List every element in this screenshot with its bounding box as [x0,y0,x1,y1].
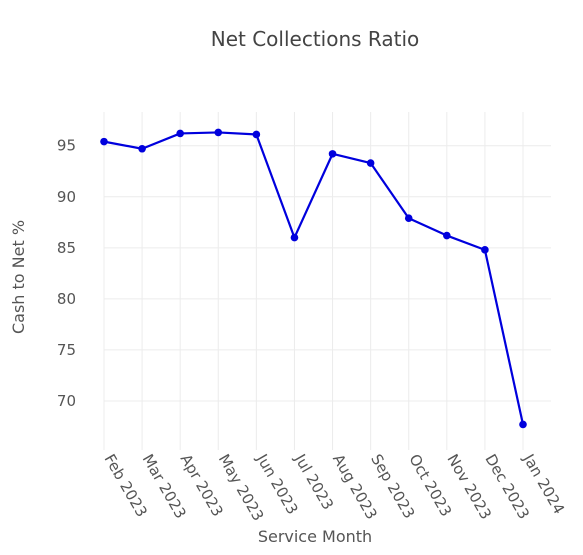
data-point [176,129,184,138]
data-point [214,128,223,137]
series-line [102,131,525,426]
y-tick-label: 90 [57,188,76,206]
data-point [138,144,146,153]
data-point [443,231,451,240]
y-axis-title: Cash to Net % [9,220,28,334]
y-tick-label: 95 [57,137,76,155]
data-point [366,159,375,167]
x-axis-title: Service Month [258,527,372,546]
y-axis-ticks: 70 75 80 85 90 95 [57,137,76,410]
data-point [519,420,527,429]
data-point [100,137,108,146]
y-tick-label: 70 [57,392,76,410]
data-point [404,214,413,222]
data-point [290,233,299,242]
chart-title: Net Collections Ratio [211,27,420,51]
data-point [328,150,337,158]
y-tick-label: 80 [57,290,76,308]
y-tick-label: 75 [57,341,76,359]
data-point [252,130,261,139]
y-tick-label: 85 [57,239,76,257]
data-point [481,246,489,254]
x-gridlines [103,112,524,450]
data-points [100,128,527,429]
